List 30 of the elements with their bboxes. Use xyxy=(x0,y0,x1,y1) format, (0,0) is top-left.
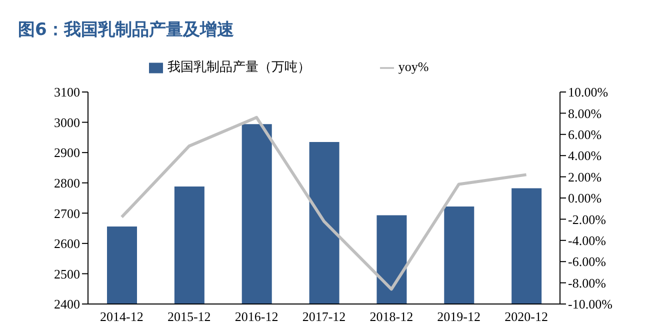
y2-tick-label: 10.00% xyxy=(568,84,608,100)
y2-tick-label: -8.00% xyxy=(568,275,606,290)
y2-tick-label: 6.00% xyxy=(568,127,602,142)
y2-tick-label: -2.00% xyxy=(568,212,606,227)
chart-title: 图6：我国乳制品产量及增速 xyxy=(17,19,235,42)
y2-tick-label: -4.00% xyxy=(568,233,606,248)
x-tick-label: 2020-12 xyxy=(504,309,548,324)
legend-label: yoy% xyxy=(398,59,429,74)
x-tick-label: 2017-12 xyxy=(302,309,346,324)
x-tick-label: 2015-12 xyxy=(167,309,211,324)
y-tick-label: 3100 xyxy=(54,84,80,100)
y2-tick-label: 8.00% xyxy=(568,106,602,121)
legend-label: 我国乳制品产量（万吨） xyxy=(167,59,310,74)
y-tick-label: 2700 xyxy=(54,206,80,221)
x-tick-label: 2019-12 xyxy=(437,309,481,324)
y2-tick-label: 0.00% xyxy=(568,190,602,206)
y2-tick-label: 2.00% xyxy=(568,169,602,184)
y-tick-label: 2600 xyxy=(54,236,80,252)
x-tick-label: 2014-12 xyxy=(100,309,144,324)
y-tick-label: 2500 xyxy=(54,266,80,282)
y2-tick-label: -6.00% xyxy=(568,254,606,270)
y-tick-label: 3000 xyxy=(54,114,80,130)
x-tick-label: 2018-12 xyxy=(370,309,414,324)
y-tick-label: 2900 xyxy=(54,145,80,160)
line-series xyxy=(120,116,528,291)
x-tick-label: 2016-12 xyxy=(234,309,278,324)
y2-tick-label: 4.00% xyxy=(568,148,602,164)
y-tick-label: 2400 xyxy=(54,296,80,312)
y-tick-label: 2800 xyxy=(54,175,80,190)
y2-tick-label: -10.00% xyxy=(568,296,613,312)
